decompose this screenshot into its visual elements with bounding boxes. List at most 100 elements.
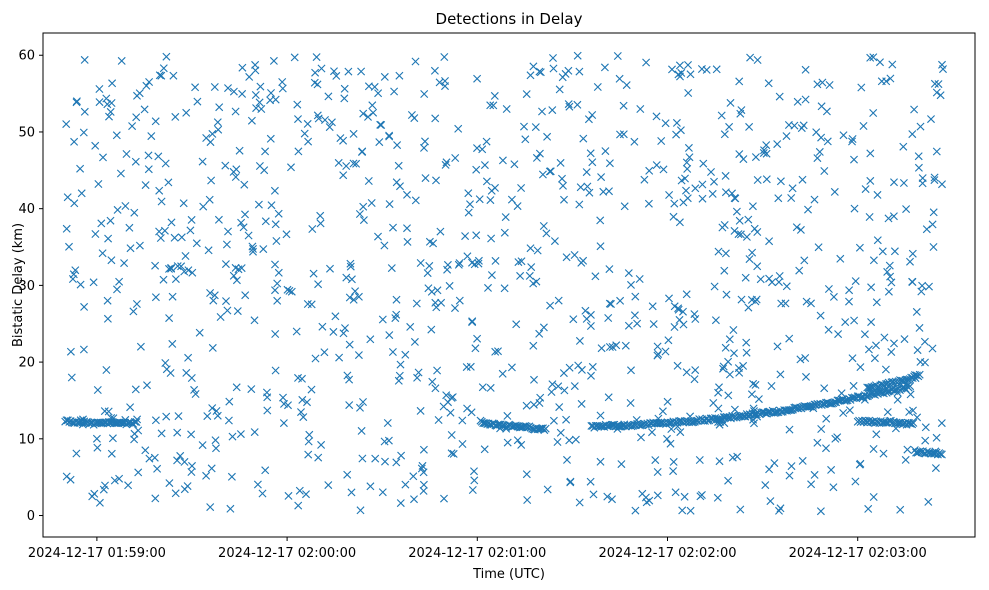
- data-point: [213, 411, 222, 420]
- data-point: [486, 383, 495, 392]
- data-point: [872, 341, 880, 350]
- y-tick-label: 40: [18, 202, 35, 217]
- data-point: [914, 152, 923, 161]
- data-point: [867, 283, 876, 292]
- data-point: [932, 147, 941, 156]
- data-point: [673, 361, 682, 370]
- data-point: [715, 383, 723, 392]
- data-point: [690, 310, 699, 319]
- data-point: [168, 339, 177, 348]
- data-point: [663, 434, 671, 443]
- data-point: [563, 455, 571, 464]
- data-point: [605, 265, 614, 274]
- data-point: [654, 350, 663, 358]
- data-point: [283, 285, 292, 294]
- data-point: [560, 386, 569, 395]
- data-point: [284, 491, 293, 500]
- data-point: [916, 357, 925, 366]
- data-point: [680, 492, 689, 501]
- data-point: [393, 141, 402, 150]
- data-point: [451, 154, 460, 162]
- data-point: [131, 157, 140, 166]
- data-point: [310, 78, 319, 87]
- data-point: [770, 459, 779, 468]
- data-point: [864, 504, 873, 513]
- data-point: [251, 60, 260, 69]
- data-point: [108, 79, 117, 88]
- data-point: [199, 202, 208, 211]
- data-point: [394, 376, 403, 385]
- data-point: [356, 506, 365, 515]
- data-point: [715, 415, 724, 424]
- data-point: [547, 388, 556, 396]
- data-point: [212, 407, 221, 415]
- data-point: [358, 454, 367, 463]
- data-point: [498, 369, 507, 378]
- data-point: [608, 495, 616, 504]
- data-point: [669, 212, 678, 221]
- data-point: [736, 230, 745, 239]
- data-point: [802, 372, 810, 381]
- data-point: [347, 275, 356, 284]
- data-point: [224, 84, 232, 93]
- data-point: [756, 275, 765, 284]
- data-point: [128, 122, 137, 131]
- data-point: [539, 323, 548, 332]
- data-point: [930, 176, 939, 185]
- data-point: [193, 97, 202, 106]
- data-point: [530, 375, 538, 384]
- data-point: [900, 335, 909, 344]
- data-point: [753, 228, 762, 236]
- data-point: [433, 366, 442, 375]
- data-point: [762, 175, 771, 184]
- data-point: [636, 105, 645, 113]
- data-point: [682, 290, 691, 299]
- data-point: [474, 256, 483, 265]
- data-point: [403, 224, 411, 233]
- data-point: [403, 237, 412, 246]
- data-point: [142, 81, 151, 90]
- data-point: [813, 80, 822, 89]
- data-point: [235, 146, 244, 155]
- data-point: [153, 464, 162, 473]
- data-point: [516, 271, 525, 280]
- data-point: [167, 264, 176, 273]
- data-point: [865, 213, 874, 221]
- data-point: [165, 264, 173, 273]
- data-point: [880, 333, 889, 342]
- data-point: [841, 318, 850, 327]
- y-axis: 0 10 20 30 40 50 60: [18, 49, 43, 524]
- data-point: [321, 116, 329, 124]
- data-point: [682, 186, 690, 195]
- data-point: [427, 325, 436, 334]
- data-point: [344, 67, 353, 76]
- data-point: [204, 246, 213, 255]
- data-point: [936, 450, 945, 458]
- data-point: [385, 132, 394, 141]
- data-point: [294, 147, 303, 156]
- data-point: [366, 335, 375, 344]
- data-point: [820, 384, 829, 393]
- data-point: [271, 95, 280, 104]
- data-point: [669, 457, 678, 466]
- data-point: [749, 379, 758, 388]
- data-point: [105, 112, 113, 121]
- data-point: [619, 101, 628, 110]
- data-point: [334, 158, 343, 167]
- data-point: [522, 470, 531, 479]
- data-point: [536, 393, 545, 402]
- data-point: [860, 330, 869, 339]
- data-point: [388, 348, 397, 356]
- data-point: [297, 408, 305, 417]
- data-point: [684, 143, 693, 152]
- x-tick-label: 2024-12-17 02:03:00: [789, 546, 927, 561]
- data-point: [627, 366, 635, 375]
- data-point: [454, 260, 463, 269]
- data-point: [752, 295, 761, 304]
- data-point: [558, 174, 566, 183]
- data-point: [760, 146, 768, 155]
- data-point: [141, 446, 150, 455]
- data-point: [367, 199, 376, 207]
- x-axis: 2024-12-17 01:59:00 2024-12-17 02:00:00 20…: [28, 537, 927, 561]
- data-point: [466, 362, 475, 371]
